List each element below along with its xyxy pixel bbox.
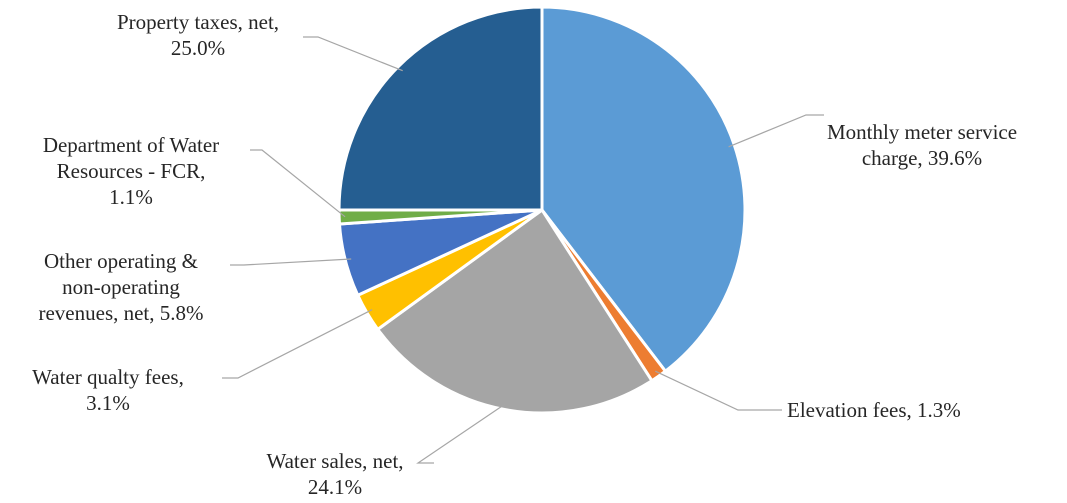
slice-label-line: charge, 39.6% — [862, 146, 982, 170]
slice-label-7: Property taxes, net, 25.0% — [117, 10, 279, 60]
slice-label-line: Water sales, net, — [266, 449, 403, 473]
slice-label-6: Department of Water Resources - FCR, 1.1% — [43, 133, 219, 209]
slice-label-line: 24.1% — [308, 475, 362, 499]
slice-label-line: 1.1% — [109, 185, 153, 209]
slice-label-4: Water qualty fees, 3.1% — [32, 365, 184, 415]
slice-label-line: revenues, net, 5.8% — [38, 301, 203, 325]
slice-label-5: Other operating & non-operating revenues, … — [38, 249, 203, 325]
slice-label-line: Water qualty fees, — [32, 365, 184, 389]
pie-slice-3 — [375, 207, 654, 415]
slice-label-line: 3.1% — [86, 391, 130, 415]
leader-line-5 — [230, 258, 352, 266]
slice-label-1: Monthly meter service charge, 39.6% — [827, 120, 1017, 170]
slice-label-2: Elevation fees, 1.3% — [787, 398, 961, 422]
leader-line-7 — [303, 36, 403, 72]
slice-label-line: Monthly meter service — [827, 120, 1017, 144]
slice-label-line: Elevation fees, 1.3% — [787, 398, 961, 422]
leader-lines — [222, 36, 824, 464]
leader-line-1 — [728, 114, 824, 148]
leader-line-3 — [416, 403, 507, 464]
slice-label-line: non-operating — [62, 275, 180, 299]
leader-line-4 — [222, 309, 373, 379]
slice-labels: Monthly meter service charge, 39.6% Elevat… — [32, 10, 1017, 499]
slice-label-line: Other operating & — [44, 249, 198, 273]
slice-label-line: Department of Water — [43, 133, 219, 157]
slice-label-line: 25.0% — [171, 36, 225, 60]
slice-label-3: Water sales, net, 24.1% — [266, 449, 403, 499]
pie-slice-7 — [337, 5, 544, 212]
pie-slices — [337, 5, 747, 415]
slice-label-line: Property taxes, net, — [117, 10, 279, 34]
leader-line-2 — [655, 370, 782, 411]
leader-line-6 — [250, 149, 346, 218]
slice-label-line: Resources - FCR, — [57, 159, 206, 183]
